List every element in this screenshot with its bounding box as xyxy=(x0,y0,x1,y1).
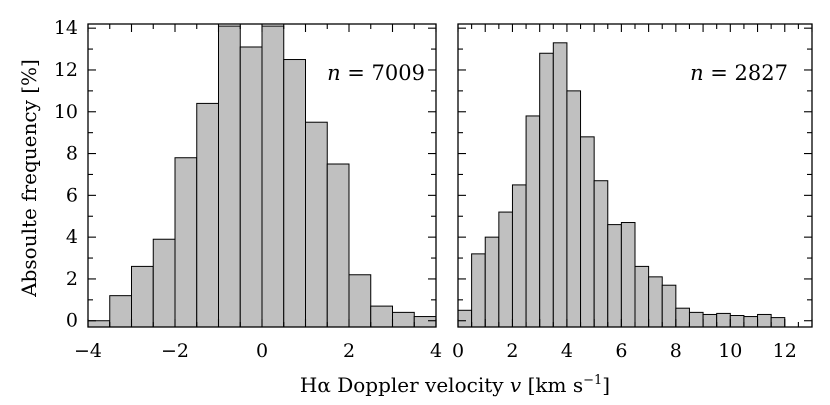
y-axis-label: Absoulte frequency [%] xyxy=(17,59,41,298)
histogram-bar xyxy=(593,180,609,328)
x-axis-label-close: ] xyxy=(602,373,610,397)
sample-size-annotation: n = 7009 xyxy=(327,61,425,85)
histogram-bar xyxy=(152,238,176,328)
histogram-bar xyxy=(218,25,241,328)
histogram-bar xyxy=(326,163,350,328)
x-tick-label: 2 xyxy=(343,340,355,362)
histogram-bar xyxy=(539,52,554,328)
x-tick-label: 6 xyxy=(615,340,627,362)
sample-size-value: = 7009 xyxy=(341,61,425,85)
x-tick-label: −2 xyxy=(161,340,189,362)
sample-size-variable: n xyxy=(327,61,341,85)
y-tick-label: 0 xyxy=(66,310,78,332)
histogram-bar xyxy=(566,90,582,328)
x-tick-label: 4 xyxy=(561,340,573,362)
histogram-bar xyxy=(675,307,690,328)
histogram-bar xyxy=(283,59,306,328)
y-tick-label: 14 xyxy=(54,17,78,39)
histogram-bar xyxy=(511,184,527,328)
histogram-bar xyxy=(109,295,132,328)
y-tick-label: 6 xyxy=(66,184,78,206)
histogram-bar xyxy=(580,136,595,328)
x-axis-label-main: Hα Doppler velocity xyxy=(300,373,510,397)
histogram-bar xyxy=(413,316,437,328)
histogram-bar xyxy=(457,309,473,328)
x-axis-label: Hα Doppler velocity v [km s−1] xyxy=(300,373,610,397)
histogram-bar xyxy=(729,315,745,328)
x-tick-label: −4 xyxy=(74,340,102,362)
x-axis-label-unit: [km s xyxy=(521,373,583,397)
histogram-bar xyxy=(757,313,772,328)
x-tick-label: 2 xyxy=(506,340,518,362)
histogram-bar xyxy=(552,42,568,328)
histogram-bar xyxy=(174,157,198,328)
histogram-bar xyxy=(370,305,393,328)
histogram-bar xyxy=(648,276,663,328)
histogram-bar xyxy=(471,253,486,328)
left-histogram-panel: −4 −2 0 2 4 0 2 4 6 8 10 12 14 n = 7009 xyxy=(54,17,442,362)
histogram-bar xyxy=(607,224,622,328)
histogram-bar xyxy=(131,265,154,328)
histogram-bar xyxy=(392,311,415,328)
x-tick-label: 0 xyxy=(452,340,464,362)
histogram-bar xyxy=(261,25,285,328)
histogram-bar xyxy=(525,115,541,328)
histogram-bar xyxy=(87,320,111,328)
histogram-bar xyxy=(770,317,786,328)
sample-size-value: = 2827 xyxy=(704,61,788,85)
sample-size-variable: n xyxy=(690,61,704,85)
y-tick-label: 4 xyxy=(66,226,78,248)
y-tick-label: 8 xyxy=(66,143,78,165)
right-histogram-panel: 0 2 4 6 8 10 12 n = 2827 xyxy=(452,23,813,362)
histogram-bar xyxy=(688,311,704,328)
histogram-bar xyxy=(498,211,513,328)
histogram-bar xyxy=(743,316,759,328)
x-tick-label: 4 xyxy=(430,340,442,362)
y-tick-label: 2 xyxy=(66,268,78,290)
x-tick-label: 12 xyxy=(773,340,797,362)
histogram-bar xyxy=(348,274,372,328)
histogram-bar xyxy=(661,284,677,328)
histogram-bar xyxy=(239,46,263,328)
x-axis-label-exponent: −1 xyxy=(583,373,602,388)
histogram-bar xyxy=(620,222,636,328)
x-tick-label: 0 xyxy=(256,340,268,362)
x-tick-label: 10 xyxy=(718,340,742,362)
x-axis-label-variable: v xyxy=(510,373,522,397)
histogram-bar xyxy=(634,265,650,328)
y-tick-label: 12 xyxy=(54,59,78,81)
x-tick-label: 8 xyxy=(670,340,682,362)
sample-size-annotation: n = 2827 xyxy=(690,61,788,85)
y-tick-label: 10 xyxy=(54,101,78,123)
histogram-bar xyxy=(716,312,731,328)
histogram-bar xyxy=(305,121,328,328)
histogram-bar xyxy=(196,102,219,328)
histogram-bar xyxy=(484,236,500,328)
histogram-bar xyxy=(702,313,718,328)
